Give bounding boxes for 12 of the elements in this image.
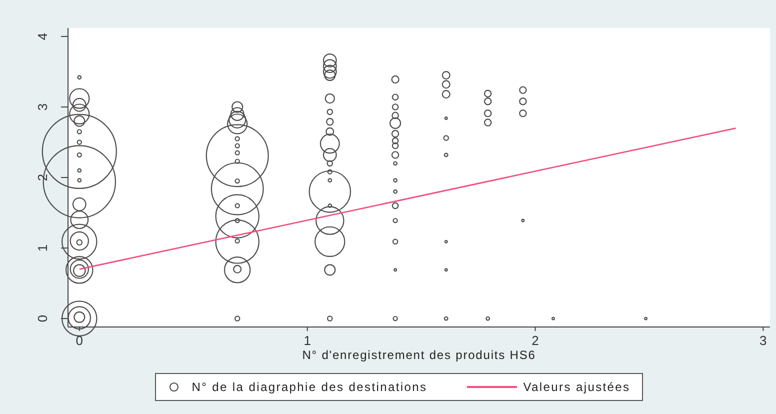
y-tick-label: 3: [35, 103, 50, 111]
legend-label: N° de la diagraphie des destinations: [192, 380, 428, 394]
y-tick-label: 0: [35, 314, 50, 322]
y-tick-label: 1: [35, 244, 50, 252]
x-tick-label: 3: [760, 333, 767, 348]
x-tick-label: 0: [76, 333, 84, 348]
y-tick-label: 2: [35, 174, 50, 182]
y-tick-label: 4: [35, 32, 50, 40]
x-tick-label: 2: [532, 333, 539, 348]
x-axis-title: N° d'enregistrement des produits HS6: [302, 348, 536, 362]
x-tick-label: 1: [304, 333, 311, 348]
legend-label: Valeurs ajustées: [523, 380, 630, 394]
